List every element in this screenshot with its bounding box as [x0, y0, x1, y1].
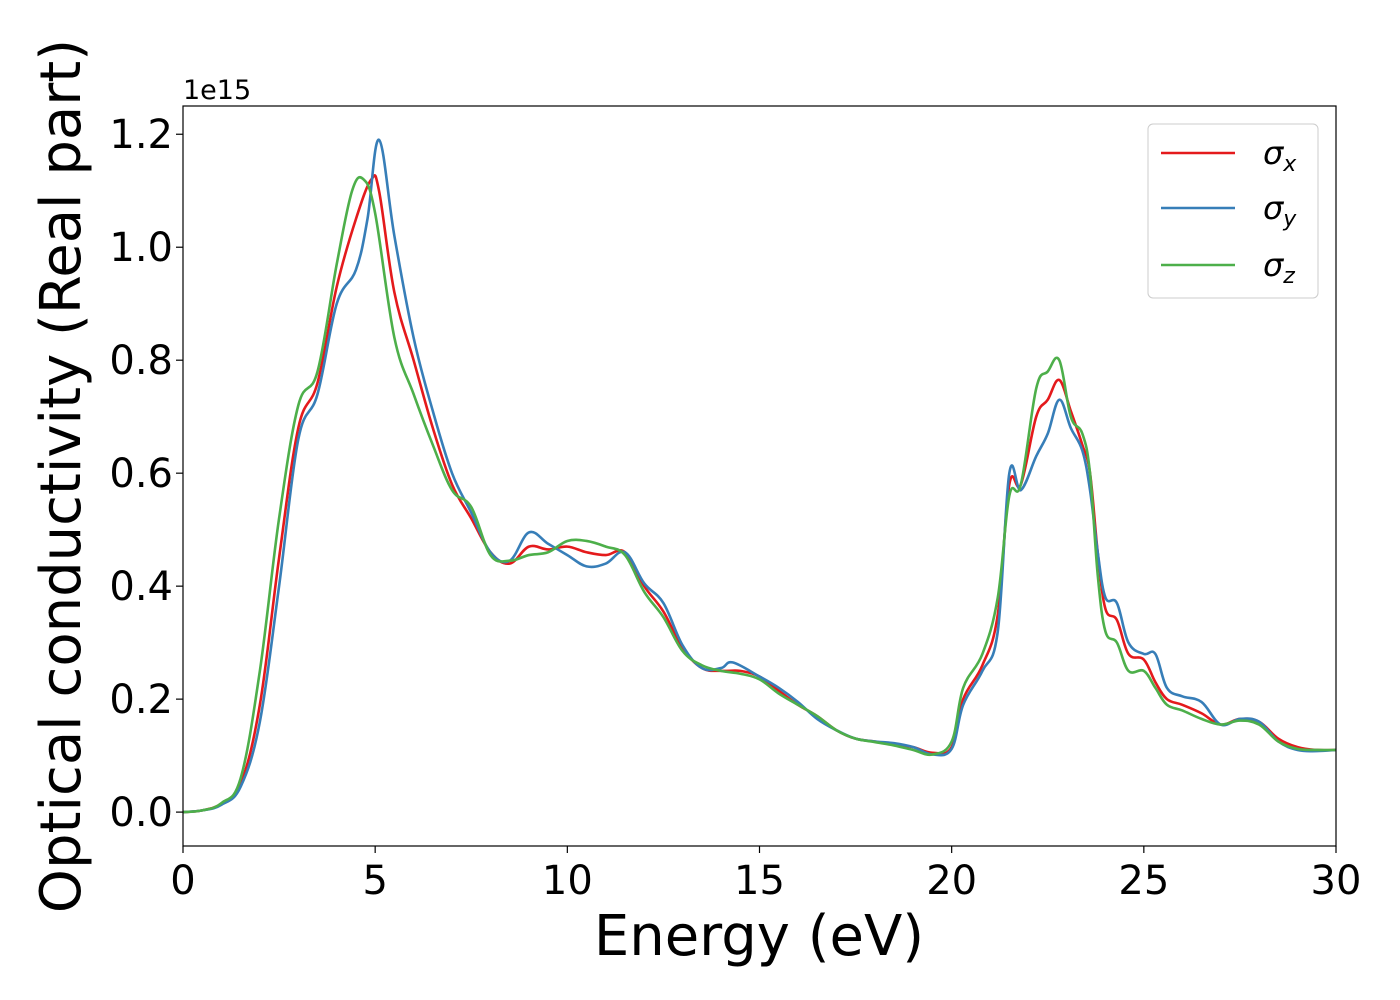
x-tick-label: 25 — [1118, 858, 1169, 904]
y-tick-label: 0.0 — [109, 790, 173, 836]
x-tick-label: 5 — [362, 858, 387, 904]
y-axis-label: Optical conductivity (Real part) — [29, 39, 94, 913]
legend: σx σy σz — [1147, 123, 1319, 299]
y-tick-label: 0.6 — [109, 451, 173, 497]
legend-label-z: σz — [1263, 246, 1295, 289]
y-tick-label: 0.4 — [109, 564, 173, 610]
x-tick-label: 30 — [1311, 858, 1362, 904]
y-tick-label: 0.8 — [109, 338, 173, 384]
x-axis-label: Energy (eV) — [594, 904, 924, 969]
series-line-y — [183, 138, 1336, 814]
x-tick-label: 0 — [170, 858, 195, 904]
y-offset-label: 1e15 — [183, 75, 251, 106]
legend-box — [1147, 123, 1319, 299]
series-line-z — [183, 175, 1336, 814]
x-tick-label: 10 — [542, 858, 593, 904]
y-axis-ticks: 0.0 0.2 0.4 0.6 0.8 1.0 1.2 — [109, 112, 183, 836]
legend-label-y: σy — [1263, 189, 1297, 232]
y-tick-label: 1.0 — [109, 225, 173, 271]
legend-label-x: σx — [1263, 134, 1297, 177]
x-tick-label: 20 — [926, 858, 977, 904]
x-tick-label: 15 — [734, 858, 785, 904]
y-tick-label: 1.2 — [109, 112, 173, 158]
y-tick-label: 0.2 — [109, 677, 173, 723]
x-axis-ticks: 0 5 10 15 20 25 30 — [170, 846, 1361, 904]
series-layer — [183, 138, 1336, 814]
